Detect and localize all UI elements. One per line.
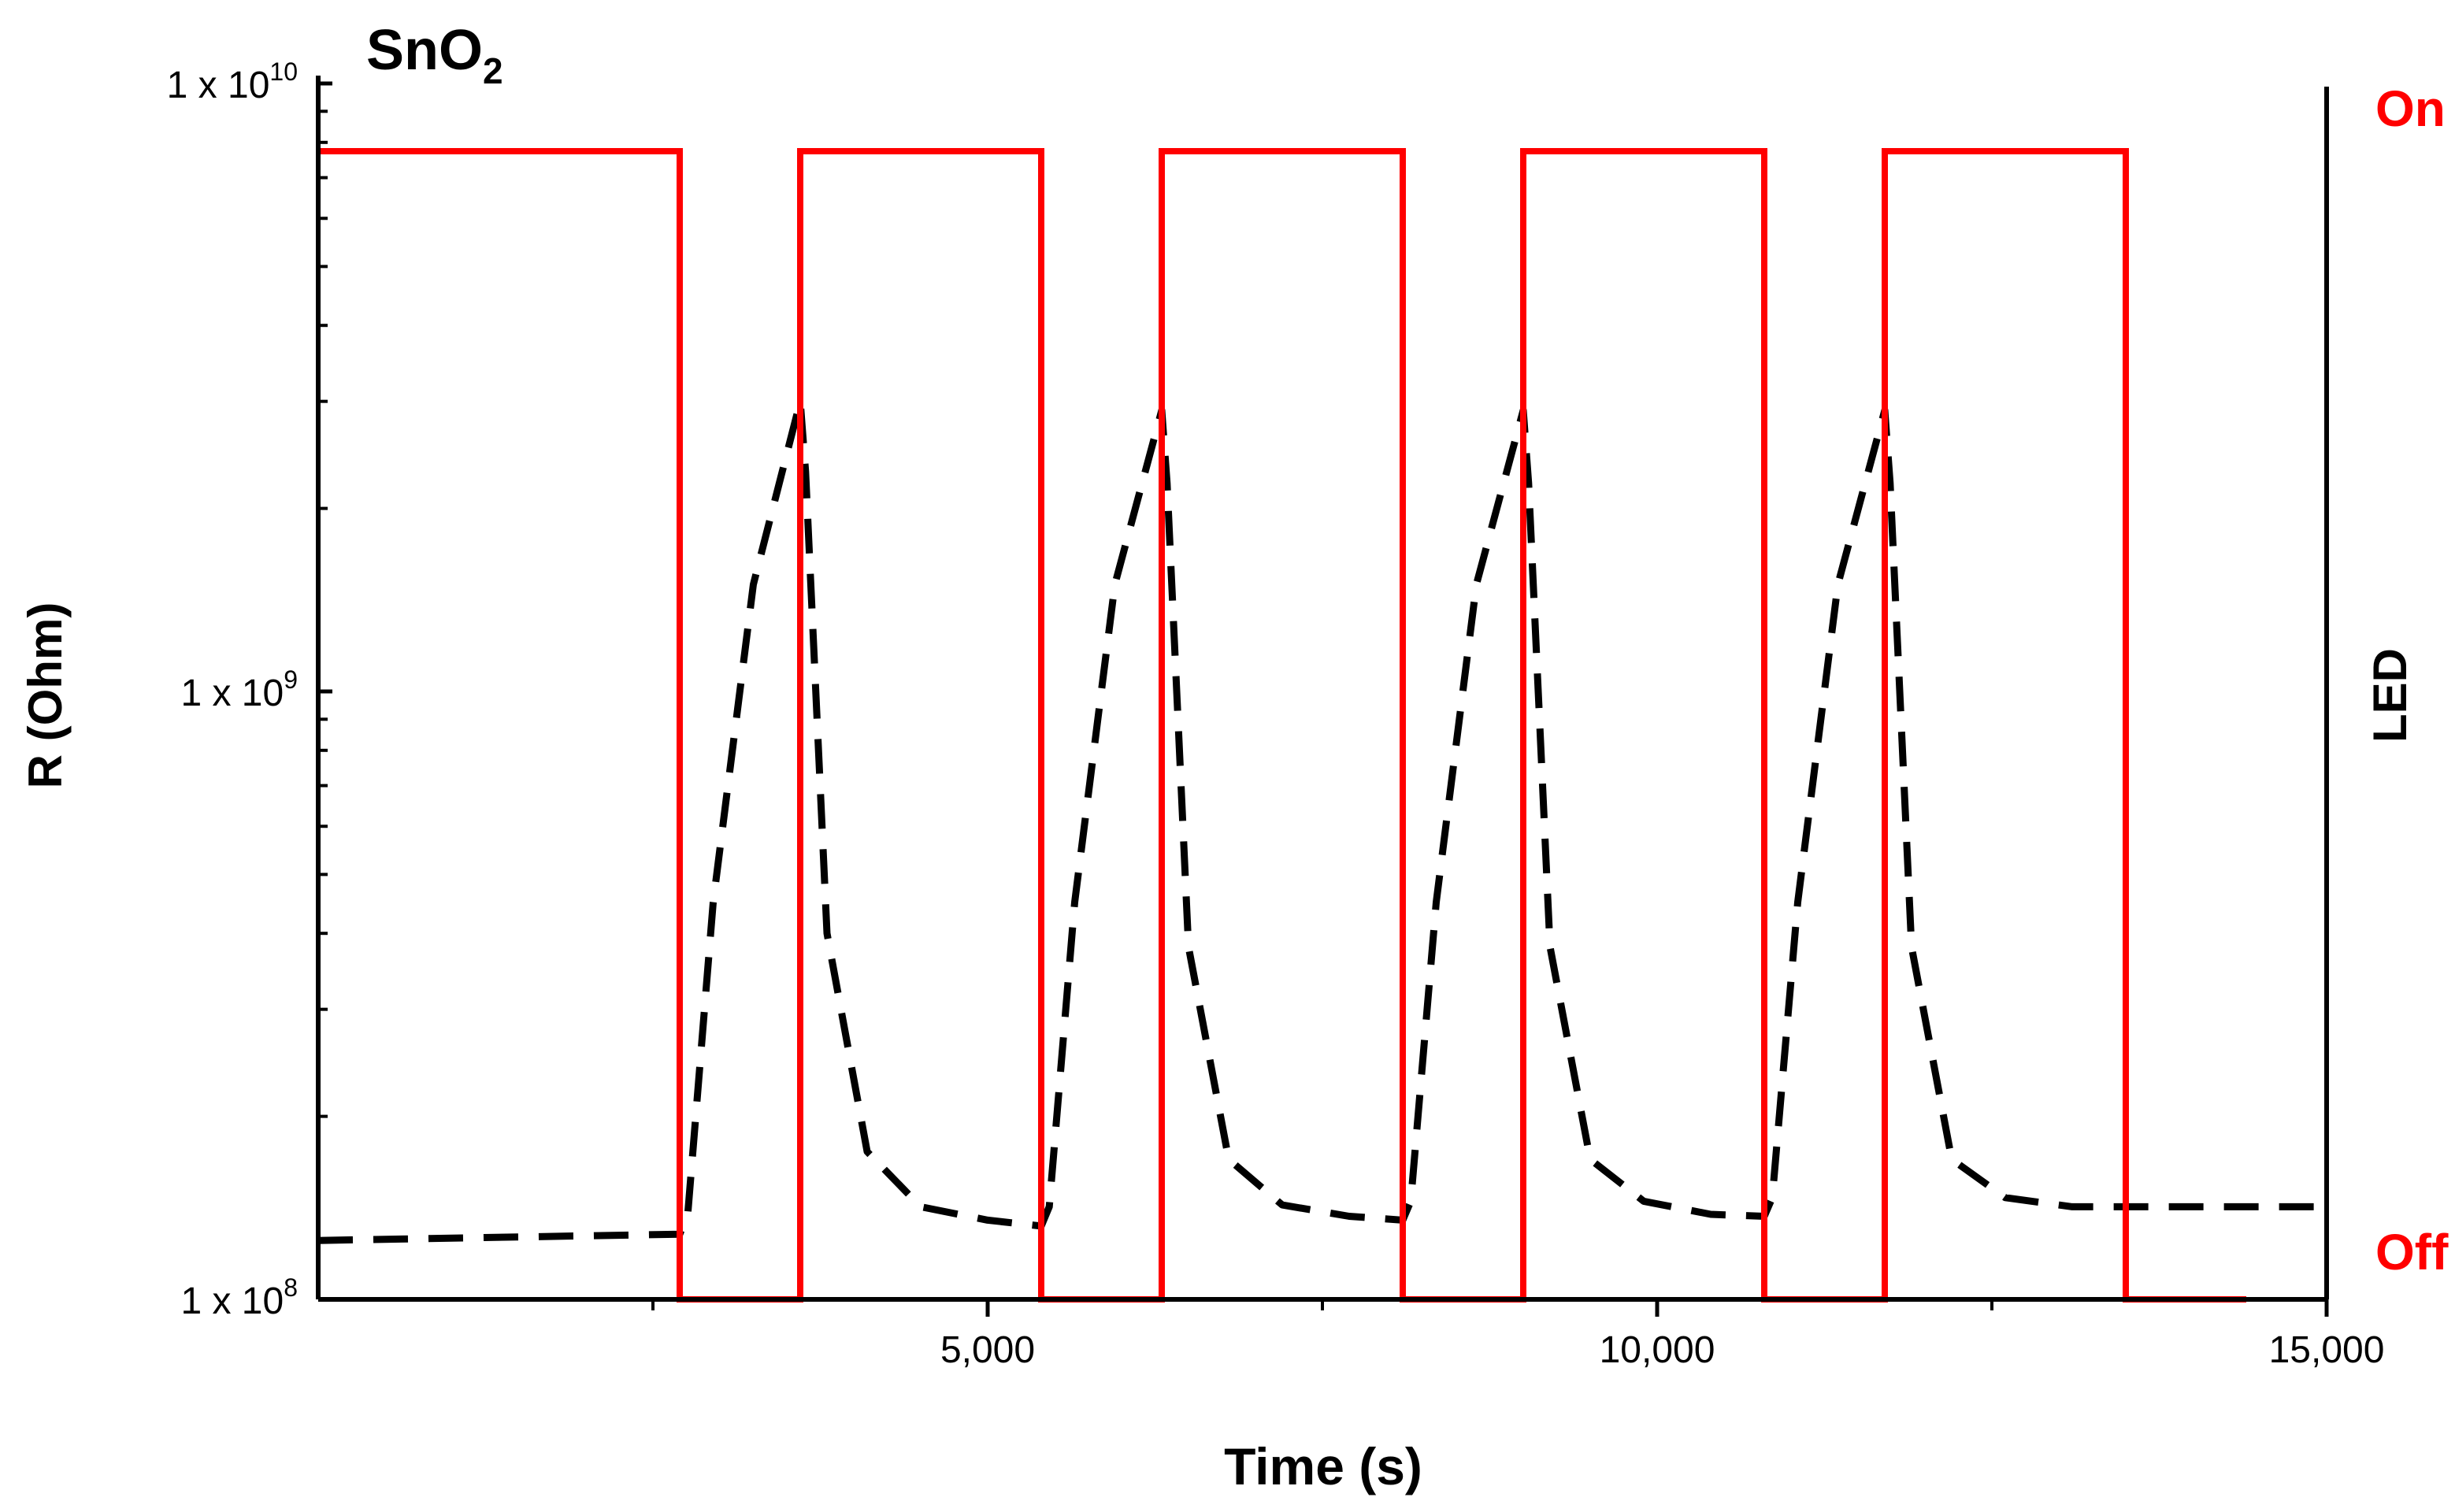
x-tick-label: 10,000 bbox=[1600, 1329, 1715, 1371]
y-tick-label: 1 x 109 bbox=[180, 665, 298, 714]
x-axis-label: Time (s) bbox=[1224, 1437, 1422, 1495]
resistance-series-line bbox=[317, 398, 2327, 1244]
y-axis-label: R (Ohm) bbox=[19, 602, 72, 789]
axis-ticks: 1 x 108 1 x 109 1 x 1010 5,000 10,000 15,000 O… bbox=[167, 57, 2449, 1371]
led-series-line bbox=[318, 148, 2246, 1303]
y2-tick-label: On bbox=[2375, 80, 2446, 137]
chart-title: SnO2 bbox=[366, 19, 503, 91]
y2-tick-label: Off bbox=[2375, 1224, 2449, 1280]
plot-area bbox=[317, 148, 2327, 1303]
y2-axis-label: LED bbox=[2364, 648, 2416, 743]
y-tick-label: 1 x 108 bbox=[180, 1273, 298, 1322]
x-tick-label: 5,000 bbox=[940, 1329, 1035, 1371]
y-tick-label: 1 x 1010 bbox=[167, 57, 298, 106]
x-tick-label: 15,000 bbox=[2269, 1329, 2385, 1371]
